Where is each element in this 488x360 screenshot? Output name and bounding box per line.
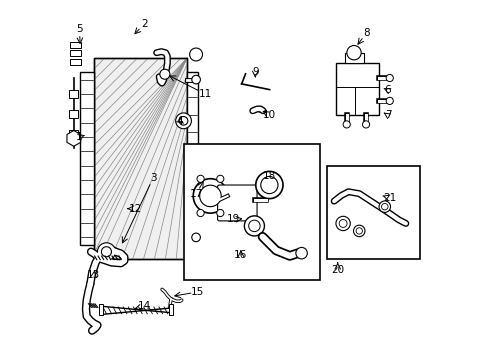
Circle shape bbox=[346, 45, 361, 60]
Circle shape bbox=[244, 216, 264, 236]
Text: 9: 9 bbox=[251, 67, 258, 77]
FancyBboxPatch shape bbox=[217, 185, 257, 221]
Text: 15: 15 bbox=[191, 287, 204, 297]
Text: 8: 8 bbox=[363, 28, 369, 38]
Text: 5: 5 bbox=[76, 24, 82, 35]
Text: 16: 16 bbox=[234, 250, 247, 260]
Text: 10: 10 bbox=[263, 111, 276, 121]
Circle shape bbox=[216, 210, 224, 217]
Circle shape bbox=[175, 113, 191, 129]
Bar bbox=[187, 72, 198, 244]
Bar bbox=[70, 41, 81, 48]
Text: 11: 11 bbox=[198, 89, 211, 99]
Text: 21: 21 bbox=[382, 193, 396, 203]
Text: 17: 17 bbox=[189, 189, 203, 199]
Text: 19: 19 bbox=[226, 215, 240, 224]
Text: 18: 18 bbox=[263, 171, 276, 181]
Bar bbox=[344, 53, 363, 63]
Circle shape bbox=[199, 185, 221, 207]
Bar bbox=[80, 72, 94, 244]
Circle shape bbox=[295, 247, 306, 259]
Bar bbox=[94, 58, 187, 259]
Bar bbox=[335, 63, 378, 116]
Circle shape bbox=[248, 220, 260, 231]
Text: 12: 12 bbox=[128, 204, 142, 214]
Text: 13: 13 bbox=[87, 270, 101, 280]
Text: 2: 2 bbox=[141, 19, 147, 29]
Bar bbox=[326, 166, 419, 259]
Circle shape bbox=[255, 171, 283, 199]
Circle shape bbox=[378, 201, 390, 212]
Bar bbox=[94, 58, 187, 259]
Circle shape bbox=[386, 75, 392, 82]
Bar bbox=[69, 111, 78, 118]
Circle shape bbox=[339, 220, 346, 228]
Circle shape bbox=[260, 176, 277, 194]
Circle shape bbox=[362, 121, 369, 128]
Circle shape bbox=[101, 247, 111, 257]
Text: 3: 3 bbox=[149, 173, 156, 183]
Circle shape bbox=[197, 175, 203, 183]
Text: 14: 14 bbox=[137, 301, 150, 311]
Circle shape bbox=[343, 121, 349, 128]
Bar bbox=[70, 59, 81, 65]
Bar bbox=[70, 50, 81, 56]
Text: 6: 6 bbox=[384, 85, 390, 95]
Text: 20: 20 bbox=[330, 265, 344, 275]
Circle shape bbox=[335, 216, 349, 231]
Circle shape bbox=[381, 203, 387, 210]
Bar bbox=[183, 144, 319, 280]
Circle shape bbox=[197, 210, 203, 217]
Bar bbox=[69, 130, 78, 138]
Circle shape bbox=[160, 69, 169, 79]
Bar bbox=[69, 90, 78, 98]
Circle shape bbox=[355, 228, 362, 234]
Text: 7: 7 bbox=[384, 111, 390, 121]
Circle shape bbox=[179, 117, 187, 125]
Circle shape bbox=[189, 48, 202, 61]
Circle shape bbox=[191, 75, 200, 84]
Bar bbox=[99, 304, 102, 315]
Circle shape bbox=[193, 179, 227, 213]
Circle shape bbox=[97, 243, 115, 261]
Circle shape bbox=[191, 233, 200, 242]
Circle shape bbox=[216, 175, 224, 183]
Circle shape bbox=[386, 97, 392, 104]
Bar bbox=[169, 304, 172, 315]
Circle shape bbox=[353, 225, 364, 237]
Text: 4: 4 bbox=[176, 116, 183, 126]
Text: 1: 1 bbox=[76, 132, 82, 142]
